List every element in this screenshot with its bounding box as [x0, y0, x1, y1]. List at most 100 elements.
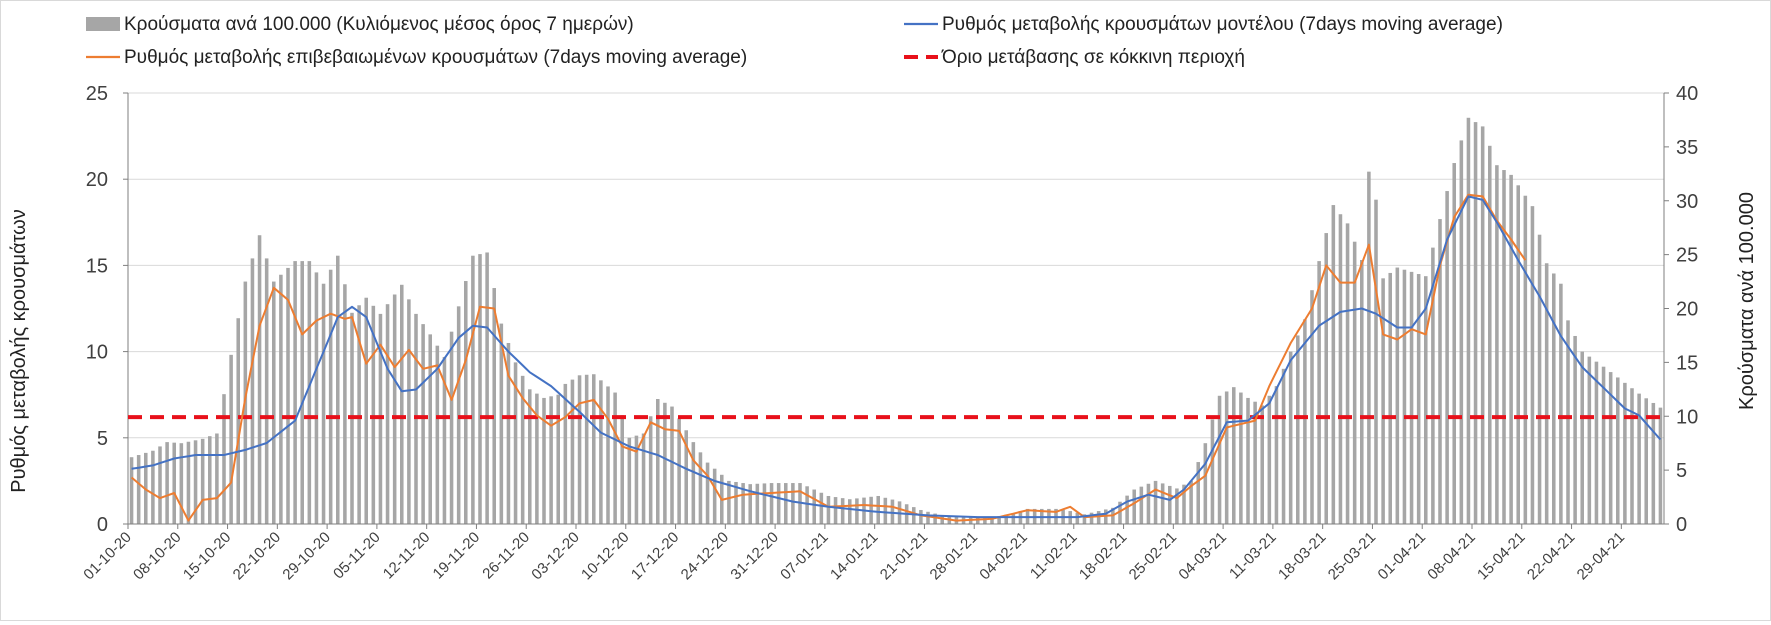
bar [321, 283, 326, 524]
x-tick-label: 12-11-20 [380, 529, 434, 583]
y-axis-left-ticks: 0 5 10 15 20 25 [86, 83, 128, 536]
x-tick-label: 22-10-20 [230, 529, 284, 583]
bar [385, 304, 390, 524]
bar [1367, 171, 1371, 524]
bar [691, 442, 696, 524]
bar [1431, 247, 1435, 524]
bar [684, 430, 688, 524]
bar [584, 374, 589, 524]
bar [528, 389, 532, 524]
bar [769, 483, 774, 524]
legend-label-model: Ρυθμός μεταβολής κρουσμάτων μοντέλου (7d… [942, 14, 1503, 35]
bar [1089, 512, 1094, 524]
bar [357, 305, 361, 524]
bar [257, 235, 262, 525]
bar [1246, 397, 1250, 524]
bar [336, 255, 340, 524]
bar [1160, 483, 1165, 524]
bar [172, 442, 176, 524]
bar [705, 462, 710, 524]
bar [428, 334, 432, 524]
x-tick-label: 29-04-21 [1574, 529, 1628, 583]
bar [997, 516, 1001, 524]
x-tick-label: 04-02-21 [976, 529, 1030, 583]
bar [1274, 386, 1279, 524]
bar [1544, 263, 1549, 524]
bar [712, 468, 717, 524]
bar [151, 450, 155, 524]
bar [1004, 514, 1008, 524]
bar [933, 513, 937, 524]
bar [805, 486, 809, 524]
bar [599, 380, 603, 524]
bar [1310, 290, 1314, 524]
bar [421, 324, 425, 524]
bar [186, 441, 191, 524]
bar [1260, 405, 1264, 524]
legend: Κρούσματα ανά 100.000 (Κυλιόμενος μέσος … [86, 14, 1503, 68]
bar [179, 443, 184, 524]
bar [364, 297, 368, 524]
bar [1075, 512, 1080, 524]
bar [1168, 485, 1172, 524]
bar [215, 433, 219, 524]
bar [570, 379, 575, 524]
bar [513, 362, 518, 524]
bar [1416, 274, 1421, 524]
x-tick-label: 14-01-21 [827, 529, 881, 583]
bar [1296, 335, 1300, 524]
y-left-tick-label: 25 [86, 83, 108, 105]
bar [741, 483, 745, 524]
bar [1281, 368, 1286, 524]
x-tick-label: 18-02-21 [1076, 529, 1130, 583]
bar [634, 435, 639, 524]
y-left-tick-label: 5 [97, 428, 108, 450]
x-tick-label: 05-11-20 [330, 529, 384, 583]
bar [833, 497, 838, 524]
bar [1495, 165, 1499, 524]
bar [1637, 393, 1641, 524]
bar [1082, 514, 1087, 524]
x-tick-label: 31-12-20 [727, 529, 781, 583]
bar [1317, 261, 1321, 524]
bar [1630, 388, 1634, 524]
bar [1011, 513, 1016, 524]
bar [1473, 122, 1478, 524]
bar [1388, 272, 1392, 524]
x-tick-label: 24-12-20 [678, 529, 732, 583]
x-tick-label: 11-02-21 [1027, 529, 1081, 583]
y-right-tick-label: 25 [1676, 245, 1698, 267]
bar [1488, 145, 1492, 525]
y-axis-right-title: Κρούσματα ανά 100.000 [1736, 192, 1758, 410]
bar [883, 497, 888, 524]
bar [940, 515, 944, 524]
bar [840, 498, 845, 524]
bar [876, 495, 880, 524]
bar [1217, 395, 1222, 524]
bar [1580, 351, 1584, 524]
bar [670, 406, 674, 524]
bar [791, 483, 795, 524]
x-tick-label: 07-01-21 [777, 529, 831, 583]
bar [1573, 335, 1577, 524]
x-tick-label: 03-12-20 [528, 529, 582, 583]
bar [286, 267, 290, 524]
bar [272, 281, 276, 524]
y-right-tick-label: 0 [1676, 514, 1687, 536]
x-tick-label: 21-01-21 [877, 529, 931, 583]
bar [663, 402, 667, 524]
x-tick-label: 08-04-21 [1424, 529, 1478, 583]
bar [549, 396, 553, 524]
x-tick-label: 26-11-20 [479, 529, 533, 583]
x-tick-label: 19-11-20 [430, 529, 484, 583]
bar [1509, 174, 1513, 524]
x-tick-label: 10-12-20 [578, 529, 632, 583]
y-right-tick-label: 30 [1676, 191, 1698, 213]
bar [1601, 366, 1606, 524]
y-right-tick-label: 35 [1676, 137, 1698, 159]
bar [819, 492, 824, 524]
bar [314, 272, 319, 524]
bar [208, 436, 212, 524]
bar [592, 374, 596, 524]
bar [392, 294, 397, 524]
